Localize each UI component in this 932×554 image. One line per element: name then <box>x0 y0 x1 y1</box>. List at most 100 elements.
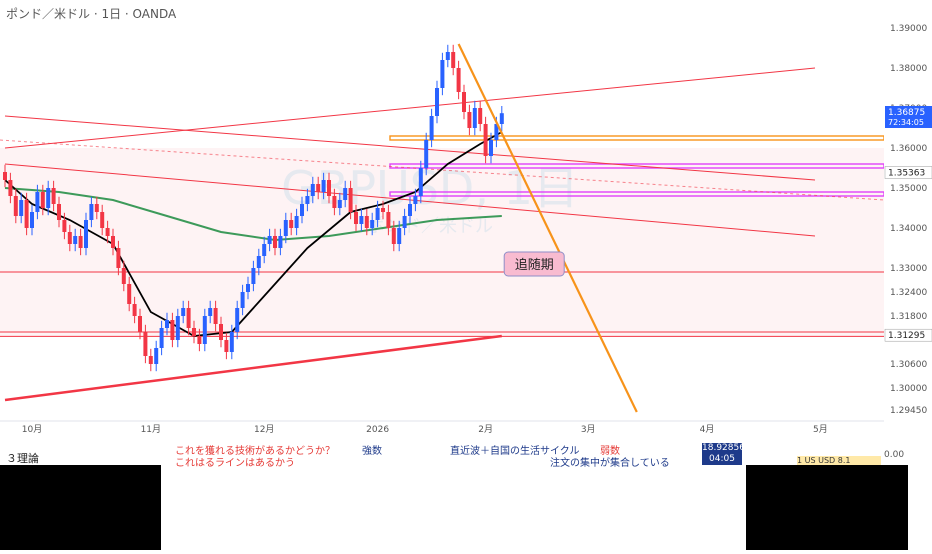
candle-body <box>429 116 434 140</box>
y-tick-label: 1.38000 <box>890 64 927 74</box>
candle-body <box>343 188 348 200</box>
candle-body <box>413 196 418 204</box>
y-tick-label: 1.29450 <box>890 406 927 416</box>
oscillator-time: 04:05 <box>709 454 735 464</box>
candle-body <box>370 220 375 228</box>
note-blue-2: 直近波＋自国の生活サイクル <box>450 446 580 457</box>
candle-body <box>165 320 169 328</box>
mini-indicator: 1 US USD 8.1 <box>797 456 881 465</box>
candle-body <box>8 180 13 196</box>
candle-body <box>402 216 407 228</box>
candle-body <box>181 308 186 316</box>
price-tag-text: 1.31295 <box>888 331 925 341</box>
black-block-right <box>746 465 908 550</box>
candle-body <box>440 60 445 88</box>
y-tick-label: 1.34000 <box>890 224 927 234</box>
candle-body <box>246 284 250 292</box>
black-block-left <box>0 465 161 550</box>
candle-body <box>424 140 429 168</box>
x-tick-label: 3月 <box>581 424 596 435</box>
candle-body <box>19 200 24 216</box>
trendline-upper-rising <box>4 67 816 149</box>
candle-body <box>240 292 245 308</box>
candle-body <box>219 324 223 340</box>
annotation-callout: 追随期 <box>503 251 565 277</box>
candle-body <box>213 308 218 324</box>
candle-body <box>283 220 288 236</box>
candle-body <box>494 124 499 140</box>
candle-body <box>483 124 488 156</box>
x-tick-label: 2026 <box>366 425 389 435</box>
candle-body <box>354 212 358 224</box>
candle-body <box>202 316 207 344</box>
candle-body <box>418 168 423 196</box>
trendline-falling-1 <box>4 115 816 181</box>
candle-body <box>67 232 72 244</box>
candle-body <box>435 88 439 116</box>
candle-body <box>208 308 213 316</box>
candle-body <box>138 316 142 332</box>
note-red-1: これを獲れる技術があるかどうか？ <box>175 446 335 457</box>
candle-body <box>3 172 7 180</box>
candle-body <box>262 244 267 256</box>
y-tick-label: 1.31800 <box>890 312 927 322</box>
watermark-main: GBPUSD, 1日 <box>281 161 579 215</box>
candle-body <box>35 192 40 212</box>
note-blue-1: 強数 <box>362 446 382 457</box>
candle-body <box>30 212 34 228</box>
y-tick-label: 1.39000 <box>890 24 927 34</box>
price-axis-bg <box>884 12 932 428</box>
candle-body <box>251 268 256 284</box>
candle-body <box>499 113 504 124</box>
y-tick-label: 1.30600 <box>890 360 927 370</box>
candle-body <box>359 216 364 224</box>
candle-body <box>451 52 456 68</box>
candle-body <box>364 216 369 228</box>
candle-body <box>327 180 331 196</box>
candle-body <box>467 112 472 128</box>
candle-body <box>40 192 45 208</box>
candle-body <box>445 52 450 60</box>
candle-body <box>305 196 310 204</box>
trendline-support-rising <box>4 334 502 402</box>
candle-body <box>321 180 326 192</box>
annotation-text: 追随期 <box>515 257 554 273</box>
x-tick-label: 5月 <box>813 424 828 435</box>
annotation-box <box>503 251 565 277</box>
candle-body <box>143 332 148 356</box>
candle-body <box>310 184 315 196</box>
candle-body <box>386 212 391 228</box>
candle-body <box>13 196 18 216</box>
candle-body <box>105 228 110 236</box>
watermark-sub: ポンド／米ドル <box>367 216 493 237</box>
candle-body <box>273 236 277 248</box>
note-red-2: これはるラインはあるかう <box>175 458 295 469</box>
price-tag-0 <box>885 106 932 128</box>
oscillator-axis-label: 0.00 <box>884 450 905 460</box>
candle-body <box>472 108 477 128</box>
candle-body <box>116 248 121 268</box>
price-tag-2 <box>884 328 932 342</box>
candle-body <box>192 328 196 336</box>
candle-body <box>78 236 83 248</box>
candle-body <box>224 340 229 352</box>
price-tag-text: 1.35363 <box>888 168 925 178</box>
candle-body <box>159 328 164 348</box>
oscillator-value-tag: 18.92856 04:05 <box>702 443 745 465</box>
candle-body <box>337 200 342 208</box>
candle-body <box>489 140 493 156</box>
candle-body <box>148 356 153 364</box>
y-tick-label: 1.32400 <box>890 288 927 298</box>
candle-body <box>111 236 115 248</box>
y-tick-label: 1.36000 <box>890 144 927 154</box>
note-dark-1: 注文の集中が集合している <box>550 458 670 469</box>
y-tick-label: 1.35000 <box>890 184 927 194</box>
candle-body <box>294 216 299 228</box>
note-red-3: 弱数 <box>600 446 620 457</box>
candle-body <box>348 188 353 212</box>
candle-body <box>267 236 272 244</box>
x-tick-label: 10月 <box>22 424 42 435</box>
candle-body <box>94 204 99 212</box>
